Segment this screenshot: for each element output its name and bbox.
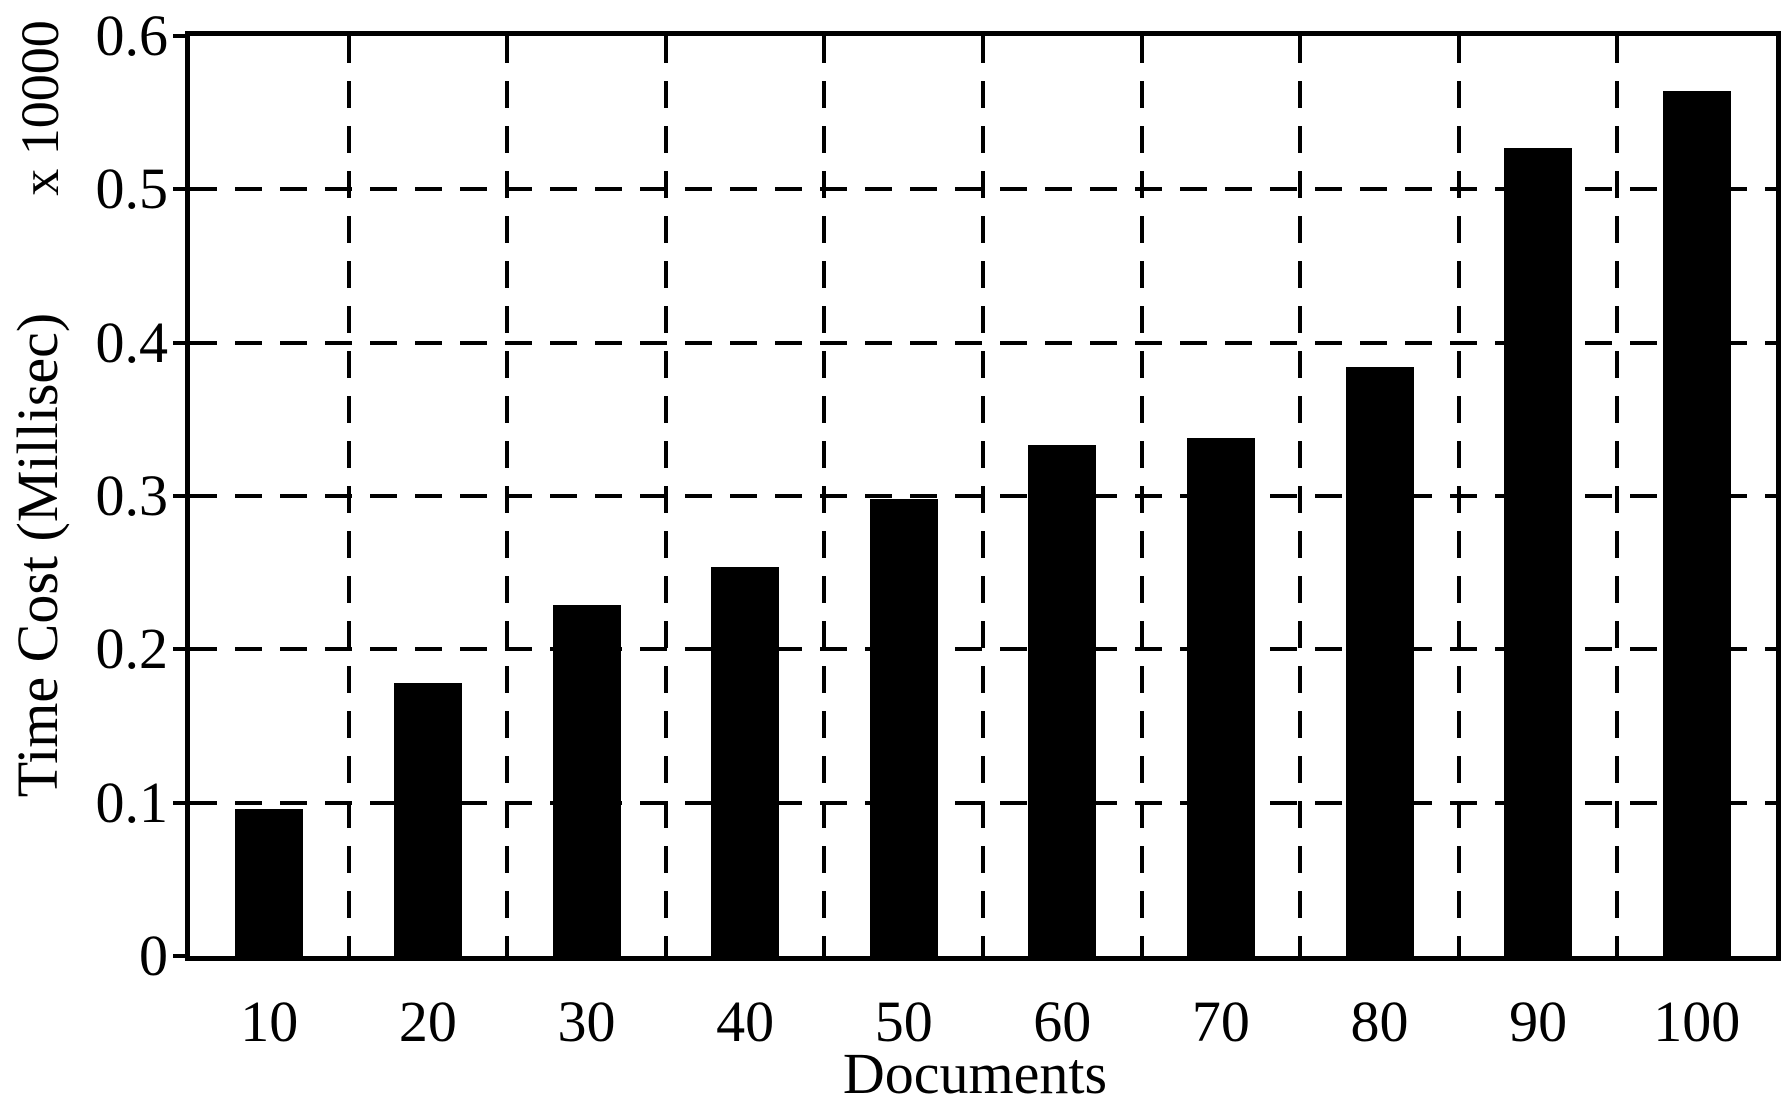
x-tick-label: 100 <box>1653 989 1741 1054</box>
y-tick-label: 0.5 <box>95 156 169 222</box>
bar-30 <box>552 604 621 956</box>
x-tick-label: 10 <box>240 989 299 1054</box>
v-gridline <box>1615 36 1620 956</box>
y-axis-tick <box>173 340 185 345</box>
x-tick-label: 70 <box>1191 989 1250 1054</box>
bar-70 <box>1186 437 1255 956</box>
plot-area <box>173 31 1781 961</box>
y-tick-label: 0.1 <box>95 769 169 835</box>
bar-60 <box>1028 445 1097 956</box>
y-axis-tick <box>173 187 185 192</box>
y-axis-tick <box>173 34 185 38</box>
y-axis-tick <box>173 954 185 958</box>
bar-40 <box>711 566 780 956</box>
x-tick-label: 90 <box>1509 989 1568 1054</box>
v-gridline <box>981 36 985 956</box>
v-gridline <box>346 36 351 956</box>
y-axis-title: Time Cost (Millisec) <box>5 312 70 798</box>
bar-90 <box>1504 147 1573 956</box>
v-gridline <box>505 36 510 956</box>
bar-10 <box>235 808 304 956</box>
bar-100 <box>1662 91 1731 956</box>
y-tick-label: 0.2 <box>95 616 169 682</box>
v-gridline <box>1298 36 1303 956</box>
y-axis-tick <box>173 800 185 805</box>
x-axis-title: Documents <box>842 1041 1108 1105</box>
y-tick-label: 0 <box>139 923 168 988</box>
y-tick-label: 0.6 <box>95 3 169 68</box>
y-axis-tick <box>173 494 185 498</box>
x-tick-label: 60 <box>1033 989 1092 1054</box>
bar-20 <box>393 683 462 956</box>
x-tick-label: 20 <box>398 989 457 1054</box>
bar-80 <box>1345 367 1414 956</box>
v-gridline <box>822 36 827 956</box>
y-tick-label: 0.4 <box>95 309 169 375</box>
v-gridline <box>1456 36 1461 956</box>
x-tick-label: 80 <box>1350 989 1409 1054</box>
v-gridline <box>1139 36 1144 956</box>
v-gridline <box>663 36 668 956</box>
y-axis-tick <box>173 647 185 652</box>
x-tick-label: 30 <box>557 989 616 1054</box>
x-tick-label: 50 <box>874 989 933 1054</box>
x-tick-label: 40 <box>716 989 775 1054</box>
bar-50 <box>869 499 938 956</box>
y-tick-label: 0.3 <box>95 463 169 528</box>
